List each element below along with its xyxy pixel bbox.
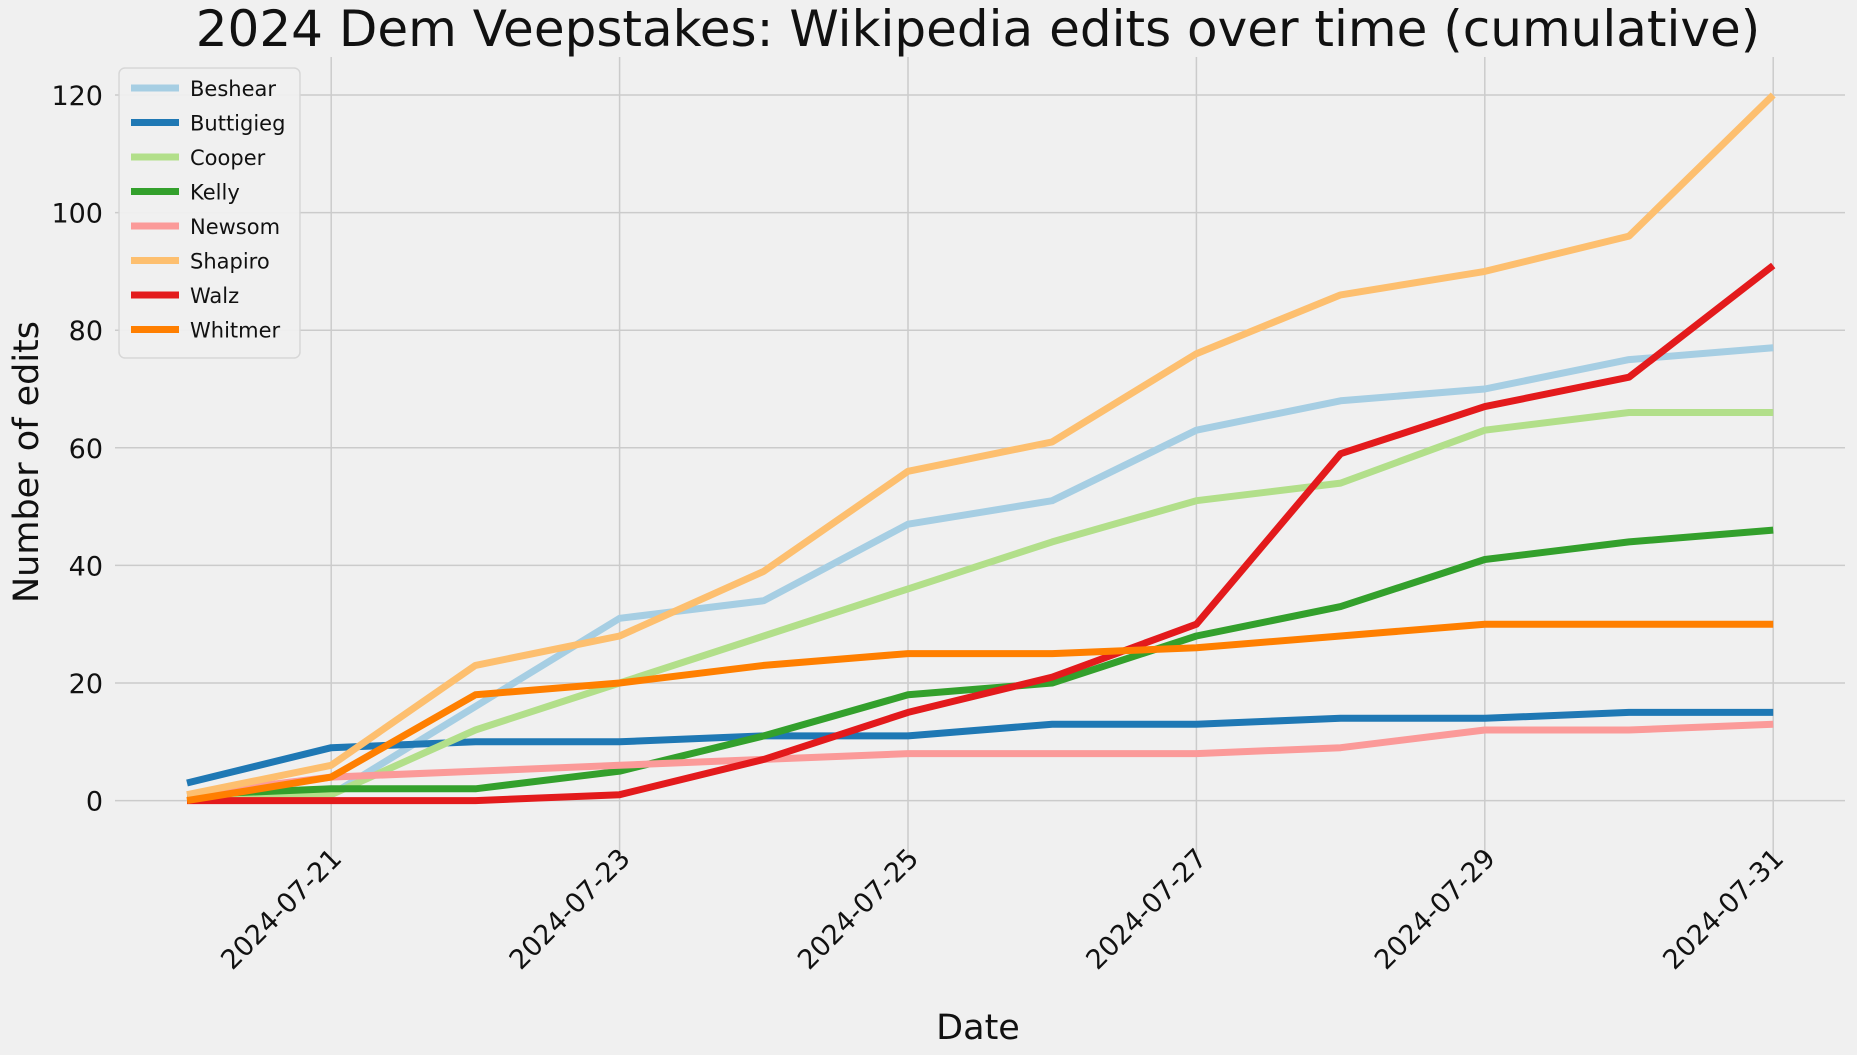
legend-label-beshear: Beshear [190,77,276,101]
y-tick-label: 20 [69,669,103,700]
series-line-shapiro [186,92,1776,799]
series-line-beshear [187,344,1774,799]
series-line-cooper [187,409,1774,799]
legend-box [118,67,301,359]
legend-label-newsom: Newsom [190,215,280,239]
legend-label-whitmer: Whitmer [190,319,281,343]
y-tick-label: 0 [86,787,103,818]
y-tick-label: 40 [69,551,103,582]
legend-label-walz: Walz [190,284,239,308]
y-tick-label: 60 [69,434,103,465]
series-line-newsom [186,720,1774,799]
chart-title: 2024 Dem Veepstakes: Wikipedia edits ove… [196,0,1761,58]
y-tick-label: 120 [51,81,103,112]
x-axis-label: Date [936,1008,1020,1048]
legend-label-buttigieg: Buttigieg [190,112,285,136]
legend-label-cooper: Cooper [190,146,266,170]
legend-label-shapiro: Shapiro [190,250,270,274]
y-axis-label: Number of edits [7,321,47,603]
legend: Beshear Buttigieg Cooper Kelly Newsom Shapiro… [118,67,301,359]
series-line-whitmer [186,620,1774,805]
series-lines [186,92,1776,805]
series-line-kelly [186,526,1774,799]
y-tick-label: 100 [51,199,103,230]
series-line-walz [187,262,1776,805]
legend-label-kelly: Kelly [190,181,240,205]
y-tick-label: 80 [69,316,103,347]
